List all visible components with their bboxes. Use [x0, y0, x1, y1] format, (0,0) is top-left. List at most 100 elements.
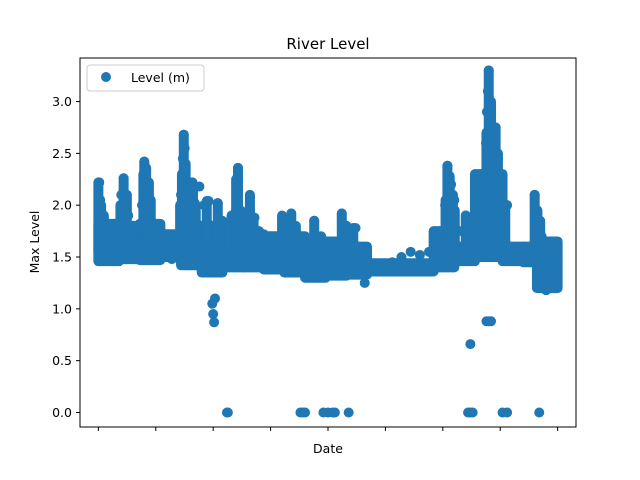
data-point: [148, 243, 159, 254]
data-point: [449, 195, 460, 206]
data-point: [267, 254, 278, 265]
data-point: [96, 205, 107, 216]
data-point: [254, 226, 265, 237]
data-point: [350, 222, 361, 233]
data-point: [543, 257, 554, 268]
y-axis: 0.0 0.5 1.0 1.5 2.0 2.5 3.0: [52, 94, 80, 420]
data-point: [437, 241, 448, 252]
data-point: [443, 171, 454, 182]
data-point: [144, 195, 155, 206]
x-axis-title: Date: [313, 441, 343, 456]
data-point: [277, 257, 288, 268]
y-tick-label: 0.0: [52, 405, 72, 420]
data-point: [548, 267, 559, 278]
data-point: [240, 252, 251, 263]
data-point: [309, 215, 320, 226]
data-point: [111, 246, 122, 257]
data-point: [295, 246, 306, 257]
data-point: [525, 257, 536, 268]
data-point: [350, 262, 361, 273]
data-point: [286, 252, 297, 263]
legend: Level (m): [86, 64, 205, 92]
data-point: [481, 316, 492, 327]
data-point: [534, 407, 545, 418]
data-point: [479, 246, 490, 257]
data-spike: [277, 210, 288, 257]
data-spike: [214, 215, 225, 257]
data-point: [141, 163, 152, 174]
data-spike: [500, 205, 511, 257]
data-point: [123, 210, 134, 221]
data-point: [483, 65, 494, 76]
data-point: [290, 226, 301, 237]
y-tick-label: 1.0: [52, 301, 72, 316]
data-point: [480, 179, 491, 190]
data-point: [481, 106, 492, 117]
data-point: [497, 183, 508, 194]
data-point: [541, 285, 552, 296]
data-point: [235, 210, 246, 221]
data-point: [221, 249, 232, 260]
data-point: [442, 160, 453, 171]
data-point: [497, 246, 508, 257]
data-point: [137, 200, 147, 211]
data-point: [492, 153, 503, 164]
data-point: [506, 254, 517, 265]
data-point: [446, 179, 457, 190]
data-point: [469, 249, 480, 260]
data-point: [479, 210, 490, 221]
data-point: [499, 208, 510, 219]
data-point: [176, 189, 187, 200]
data-point: [323, 262, 333, 273]
data-point: [304, 260, 315, 271]
chart-title: River Level: [286, 35, 369, 53]
data-point: [157, 252, 168, 263]
data-point: [194, 246, 205, 257]
legend-label: Level (m): [131, 70, 190, 85]
data-point: [130, 239, 141, 250]
data-point: [249, 239, 260, 250]
data-point: [313, 257, 324, 268]
data-point: [378, 262, 389, 273]
y-tick-label: 0.5: [52, 353, 72, 368]
data-point: [405, 246, 416, 257]
data-point: [166, 254, 177, 265]
y-tick-label: 2.5: [52, 146, 72, 161]
data-point: [482, 86, 493, 97]
data-point: [286, 208, 297, 219]
data-marks: [93, 65, 563, 418]
data-point: [484, 96, 495, 107]
data-point: [490, 122, 501, 133]
data-point: [203, 241, 214, 252]
data-point: [336, 208, 347, 219]
data-point: [244, 191, 255, 202]
data-point: [329, 407, 340, 418]
data-point: [502, 407, 513, 418]
data-point: [529, 189, 540, 200]
data-point: [179, 143, 190, 154]
data-spike: [190, 200, 201, 257]
data-point: [460, 241, 471, 252]
data-point: [341, 220, 352, 231]
y-tick-label: 1.5: [52, 250, 72, 265]
data-point: [488, 252, 499, 263]
data-point: [222, 407, 233, 418]
data-point: [313, 236, 324, 247]
data-point: [93, 252, 104, 263]
data-point: [212, 198, 223, 209]
data-spike: [145, 195, 156, 257]
data-point: [189, 198, 200, 209]
data-point: [120, 195, 131, 206]
data-point: [177, 153, 188, 164]
legend-marker: [101, 72, 111, 82]
data-point: [552, 252, 563, 263]
data-point: [424, 246, 435, 257]
data-point: [208, 309, 219, 320]
y-tick-label: 2.0: [52, 198, 72, 213]
y-tick-label: 3.0: [52, 94, 72, 109]
data-point: [258, 246, 269, 257]
data-point: [467, 407, 478, 418]
data-point: [534, 220, 545, 231]
data-point: [209, 317, 220, 328]
data-point: [531, 205, 542, 216]
